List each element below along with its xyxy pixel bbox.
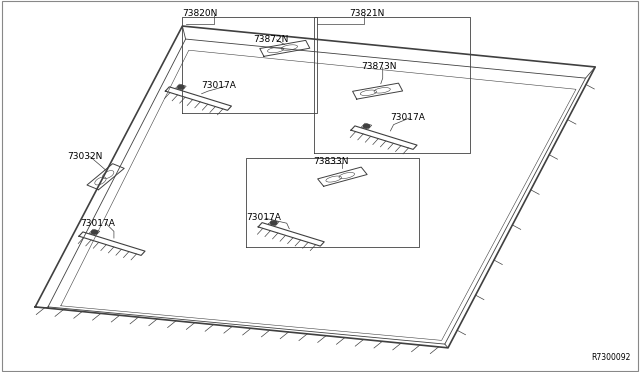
Text: 73017A: 73017A	[202, 81, 236, 90]
Text: 73017A: 73017A	[246, 213, 281, 222]
Text: 73872N: 73872N	[253, 35, 288, 44]
Text: 73017A: 73017A	[80, 219, 115, 228]
Circle shape	[271, 221, 277, 225]
Circle shape	[178, 85, 184, 89]
Text: 73017A: 73017A	[390, 113, 425, 122]
Text: 73873N: 73873N	[362, 62, 397, 71]
Text: 73833N: 73833N	[314, 157, 349, 166]
Text: 73820N: 73820N	[182, 9, 218, 17]
Circle shape	[364, 124, 370, 128]
Text: 73821N: 73821N	[349, 9, 384, 17]
Text: 73032N: 73032N	[67, 152, 102, 161]
Circle shape	[92, 230, 98, 234]
Text: R7300092: R7300092	[591, 353, 630, 362]
